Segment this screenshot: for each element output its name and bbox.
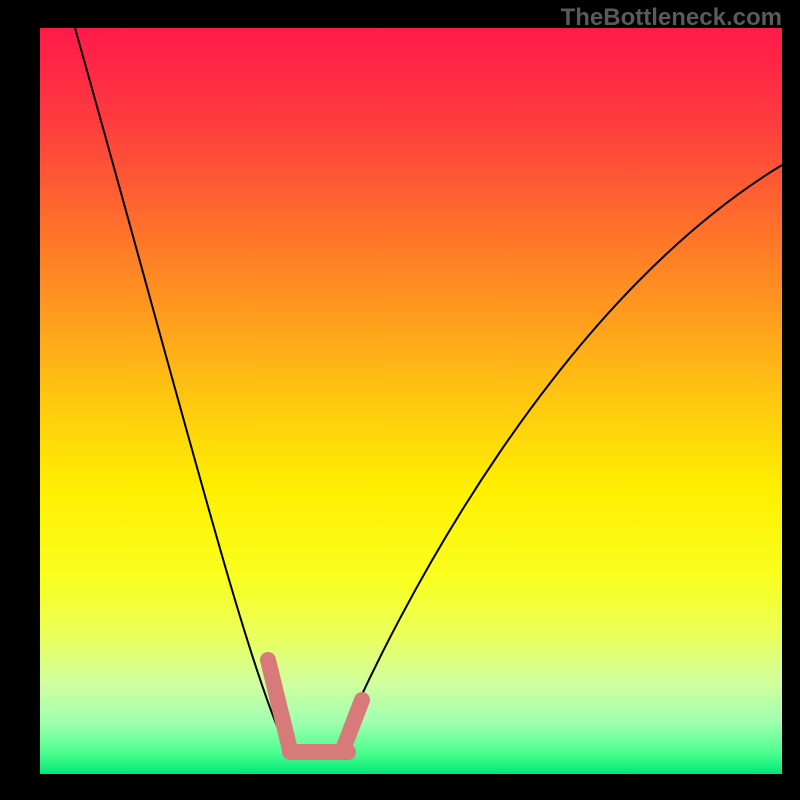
bottleneck-chart-svg bbox=[0, 0, 800, 800]
bottleneck-curve-path bbox=[75, 28, 782, 755]
valley-marker-segment bbox=[268, 660, 290, 750]
valley-marker-group bbox=[268, 660, 362, 752]
watermark-text: TheBottleneck.com bbox=[561, 4, 782, 32]
valley-marker-segment bbox=[342, 700, 362, 752]
